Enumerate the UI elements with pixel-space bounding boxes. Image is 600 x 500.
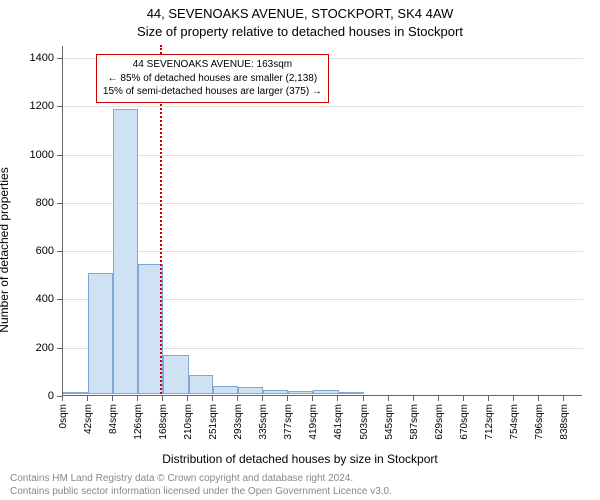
annotation-line-1: 44 SEVENOAKS AVENUE: 163sqm (103, 58, 322, 72)
x-tick-mark (463, 396, 464, 401)
y-tick-label: 1000 (22, 149, 54, 161)
y-axis-label: Number of detached properties (0, 85, 11, 250)
x-tick-label: 0sqm (58, 404, 69, 428)
x-tick-mark (413, 396, 414, 401)
x-tick-label: 796sqm (534, 404, 545, 440)
histogram-bar (163, 355, 188, 394)
x-tick-label: 712sqm (484, 404, 495, 440)
x-tick-mark (287, 396, 288, 401)
y-tick-label: 600 (22, 245, 54, 257)
x-tick-mark (212, 396, 213, 401)
x-tick-label: 84sqm (108, 404, 119, 434)
histogram-bar (313, 390, 338, 394)
x-tick-label: 42sqm (83, 404, 94, 434)
x-tick-mark (237, 396, 238, 401)
grid-line (63, 155, 583, 156)
histogram-bar (238, 387, 263, 394)
histogram-bar (288, 391, 313, 394)
y-tick-mark (57, 155, 62, 156)
footer-attribution: Contains HM Land Registry data © Crown c… (10, 473, 392, 498)
y-tick-label: 1200 (22, 100, 54, 112)
y-tick-label: 1400 (22, 52, 54, 64)
x-tick-mark (363, 396, 364, 401)
x-tick-label: 293sqm (233, 404, 244, 440)
histogram-bar (63, 392, 88, 394)
grid-line (63, 251, 583, 252)
x-tick-mark (312, 396, 313, 401)
x-tick-mark (62, 396, 63, 401)
y-tick-mark (57, 348, 62, 349)
x-tick-label: 587sqm (409, 404, 420, 440)
x-tick-label: 210sqm (183, 404, 194, 440)
y-tick-label: 200 (22, 342, 54, 354)
chart-title-main: 44, SEVENOAKS AVENUE, STOCKPORT, SK4 4AW (0, 6, 600, 21)
y-tick-label: 0 (22, 390, 54, 402)
x-tick-label: 168sqm (158, 404, 169, 440)
x-tick-mark (337, 396, 338, 401)
annotation-line-3: 15% of semi-detached houses are larger (… (103, 85, 322, 99)
annotation-line-2: ← 85% of detached houses are smaller (2,… (103, 72, 322, 86)
y-tick-mark (57, 251, 62, 252)
x-tick-label: 419sqm (308, 404, 319, 440)
x-tick-mark (513, 396, 514, 401)
x-tick-label: 670sqm (459, 404, 470, 440)
footer-line-1: Contains HM Land Registry data © Crown c… (10, 473, 392, 486)
y-tick-label: 800 (22, 197, 54, 209)
x-tick-label: 629sqm (434, 404, 445, 440)
x-tick-mark (488, 396, 489, 401)
x-tick-label: 545sqm (384, 404, 395, 440)
x-tick-mark (438, 396, 439, 401)
histogram-bar (88, 273, 113, 394)
x-tick-label: 126sqm (133, 404, 144, 440)
x-tick-label: 335sqm (258, 404, 269, 440)
y-tick-label: 400 (22, 293, 54, 305)
x-tick-mark (388, 396, 389, 401)
x-tick-mark (262, 396, 263, 401)
y-tick-mark (57, 106, 62, 107)
x-tick-mark (162, 396, 163, 401)
x-tick-label: 503sqm (359, 404, 370, 440)
x-tick-label: 838sqm (559, 404, 570, 440)
y-tick-mark (57, 299, 62, 300)
y-tick-mark (57, 203, 62, 204)
grid-line (63, 203, 583, 204)
x-tick-mark (187, 396, 188, 401)
x-tick-mark (112, 396, 113, 401)
x-tick-label: 251sqm (208, 404, 219, 440)
x-axis-label: Distribution of detached houses by size … (0, 452, 600, 466)
x-tick-mark (563, 396, 564, 401)
grid-line (63, 106, 583, 107)
x-tick-mark (137, 396, 138, 401)
histogram-bar (113, 109, 138, 394)
plot-area: 44 SEVENOAKS AVENUE: 163sqm← 85% of deta… (62, 46, 582, 396)
x-tick-label: 754sqm (509, 404, 520, 440)
histogram-bar (339, 392, 364, 394)
footer-line-2: Contains public sector information licen… (10, 486, 392, 499)
histogram-bar (213, 386, 238, 394)
x-tick-label: 461sqm (333, 404, 344, 440)
annotation-box: 44 SEVENOAKS AVENUE: 163sqm← 85% of deta… (96, 54, 329, 103)
x-tick-label: 377sqm (283, 404, 294, 440)
histogram-bar (263, 390, 288, 394)
x-tick-mark (87, 396, 88, 401)
x-tick-mark (538, 396, 539, 401)
histogram-bar (189, 375, 214, 394)
chart-plot: 44 SEVENOAKS AVENUE: 163sqm← 85% of deta… (62, 46, 582, 396)
y-tick-mark (57, 58, 62, 59)
chart-title-sub: Size of property relative to detached ho… (0, 24, 600, 39)
